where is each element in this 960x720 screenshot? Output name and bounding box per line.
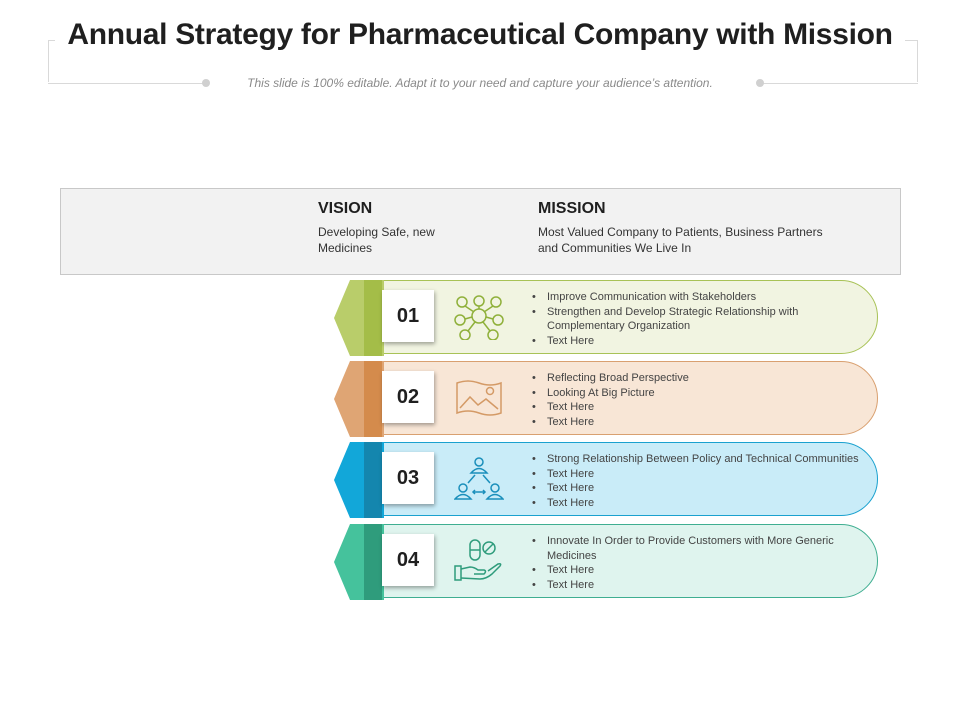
list-item: Text Here [532,400,862,415]
strategy-row-03: 03 Strong Relationship Between Policy an… [334,442,879,518]
list-item: Text Here [532,467,862,482]
mission-heading: MISSION [538,200,606,217]
list-item: Text Here [532,578,862,593]
list-item: Text Here [532,415,862,430]
divider-dot-left [202,79,210,87]
strategy-row-04: 04 Innovate In Order to Provide Customer… [334,524,879,600]
mission-text: Most Valued Company to Patients, Busines… [538,225,823,255]
page-title: Annual Strategy for Pharmaceutical Compa… [0,18,960,52]
list-item: Strong Relationship Between Policy and T… [532,452,862,467]
vision-heading: VISION [318,200,373,217]
page-subtitle: This slide is 100% editable. Adapt it to… [247,76,713,90]
subtitle-divider-right [760,83,918,84]
step-number: 02 [382,371,434,423]
color-band [364,280,382,356]
list-item: Text Here [532,334,862,349]
row-bullet-list: Improve Communication with Stakeholders … [532,290,862,348]
row-bullet-list: Reflecting Broad Perspective Looking At … [532,371,862,429]
step-number: 01 [382,290,434,342]
hand-with-pills-icon [454,539,502,581]
subtitle-divider-left [48,83,206,84]
vision-mission-box: VISION Developing Safe, new Medicines MI… [60,188,901,275]
list-item: Innovate In Order to Provide Customers w… [532,534,862,563]
team-connection-icon [454,457,504,500]
vision-text: Developing Safe, new Medicines [318,225,435,255]
color-band [364,361,382,437]
step-number: 03 [382,452,434,504]
network-people-icon [454,295,504,340]
strategy-row-01: 01 Improve Communication with Stakeholde… [334,280,879,356]
row-bullet-list: Innovate In Order to Provide Customers w… [532,534,862,592]
strategy-row-02: 02 Reflecting Broad Perspective Looking … [334,361,879,437]
divider-dot-right [756,79,764,87]
color-band [364,442,382,518]
picture-frame-icon [456,380,502,416]
row-bullet-list: Strong Relationship Between Policy and T… [532,452,862,510]
list-item: Reflecting Broad Perspective [532,371,862,386]
list-item: Text Here [532,496,862,511]
list-item: Text Here [532,563,862,578]
list-item: Strengthen and Develop Strategic Relatio… [532,305,862,334]
color-band [364,524,382,600]
list-item: Improve Communication with Stakeholders [532,290,862,305]
list-item: Text Here [532,481,862,496]
step-number: 04 [382,534,434,586]
list-item: Looking At Big Picture [532,386,862,401]
